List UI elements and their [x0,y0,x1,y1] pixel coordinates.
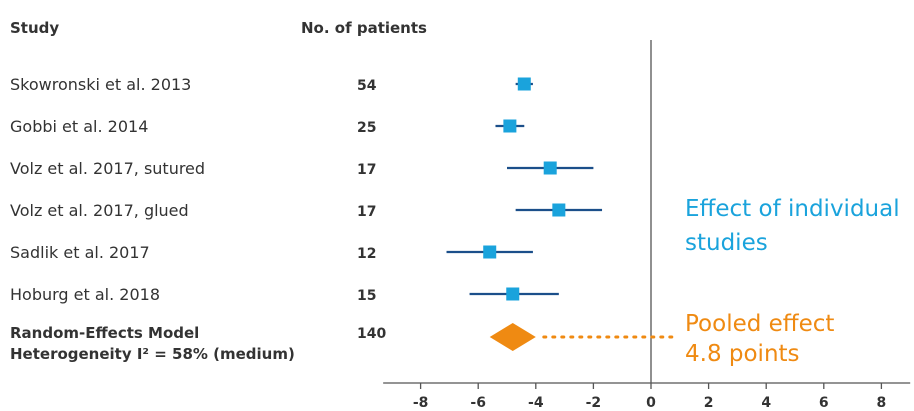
study-patients: 17 [357,204,376,220]
effect-marker [552,203,566,217]
study-patients: 17 [357,162,376,178]
x-tick-label: -6 [470,395,486,411]
study-patients: 15 [357,288,376,304]
study-name: Volz et al. 2017, sutured [10,159,205,178]
effect-marker [483,245,497,259]
individual-effect-annotation-line2: studies [685,230,768,256]
x-tick-label: 6 [819,395,829,411]
forest-marks [446,77,678,351]
x-axis-ticks: -8 -6 -4 -2 0 2 4 6 8 [413,383,886,411]
study-name: Skowronski et al. 2013 [10,75,191,94]
effect-marker [503,119,517,133]
x-tick-label: -2 [586,395,602,411]
x-tick-label: 4 [761,395,771,411]
individual-effect-annotation: Effect of individual [685,196,900,222]
study-name: Hoburg et al. 2018 [10,285,160,304]
x-tick-label: 0 [646,395,656,411]
study-patients: 25 [357,120,376,136]
study-column-header: Study [10,19,59,37]
pooled-effect-value: 4.8 points [685,341,800,367]
study-rows: Skowronski et al. 2013 54 Gobbi et al. 201… [10,75,377,304]
study-patients: 54 [357,78,377,94]
effect-marker [517,77,531,91]
pooled-patients: 140 [357,326,386,342]
x-tick-label: 2 [704,395,714,411]
pooled-effect-annotation: Pooled effect [685,311,834,337]
heterogeneity-label: Heterogeneity I² = 58% (medium) [10,345,295,363]
effect-marker [543,161,557,175]
effect-marker [506,287,520,301]
x-tick-label: -4 [528,395,544,411]
pooled-diamond [489,323,536,351]
x-tick-label: -8 [413,395,429,411]
study-name: Sadlik et al. 2017 [10,243,150,262]
study-name: Volz et al. 2017, glued [10,201,189,220]
x-tick-label: 8 [877,395,887,411]
study-name: Gobbi et al. 2014 [10,117,148,136]
study-patients: 12 [357,246,376,262]
pooled-model-label: Random-Effects Model [10,324,199,342]
pooled-row: Random-Effects Model Heterogeneity I² = … [10,324,386,363]
patients-column-header: No. of patients [301,19,427,37]
